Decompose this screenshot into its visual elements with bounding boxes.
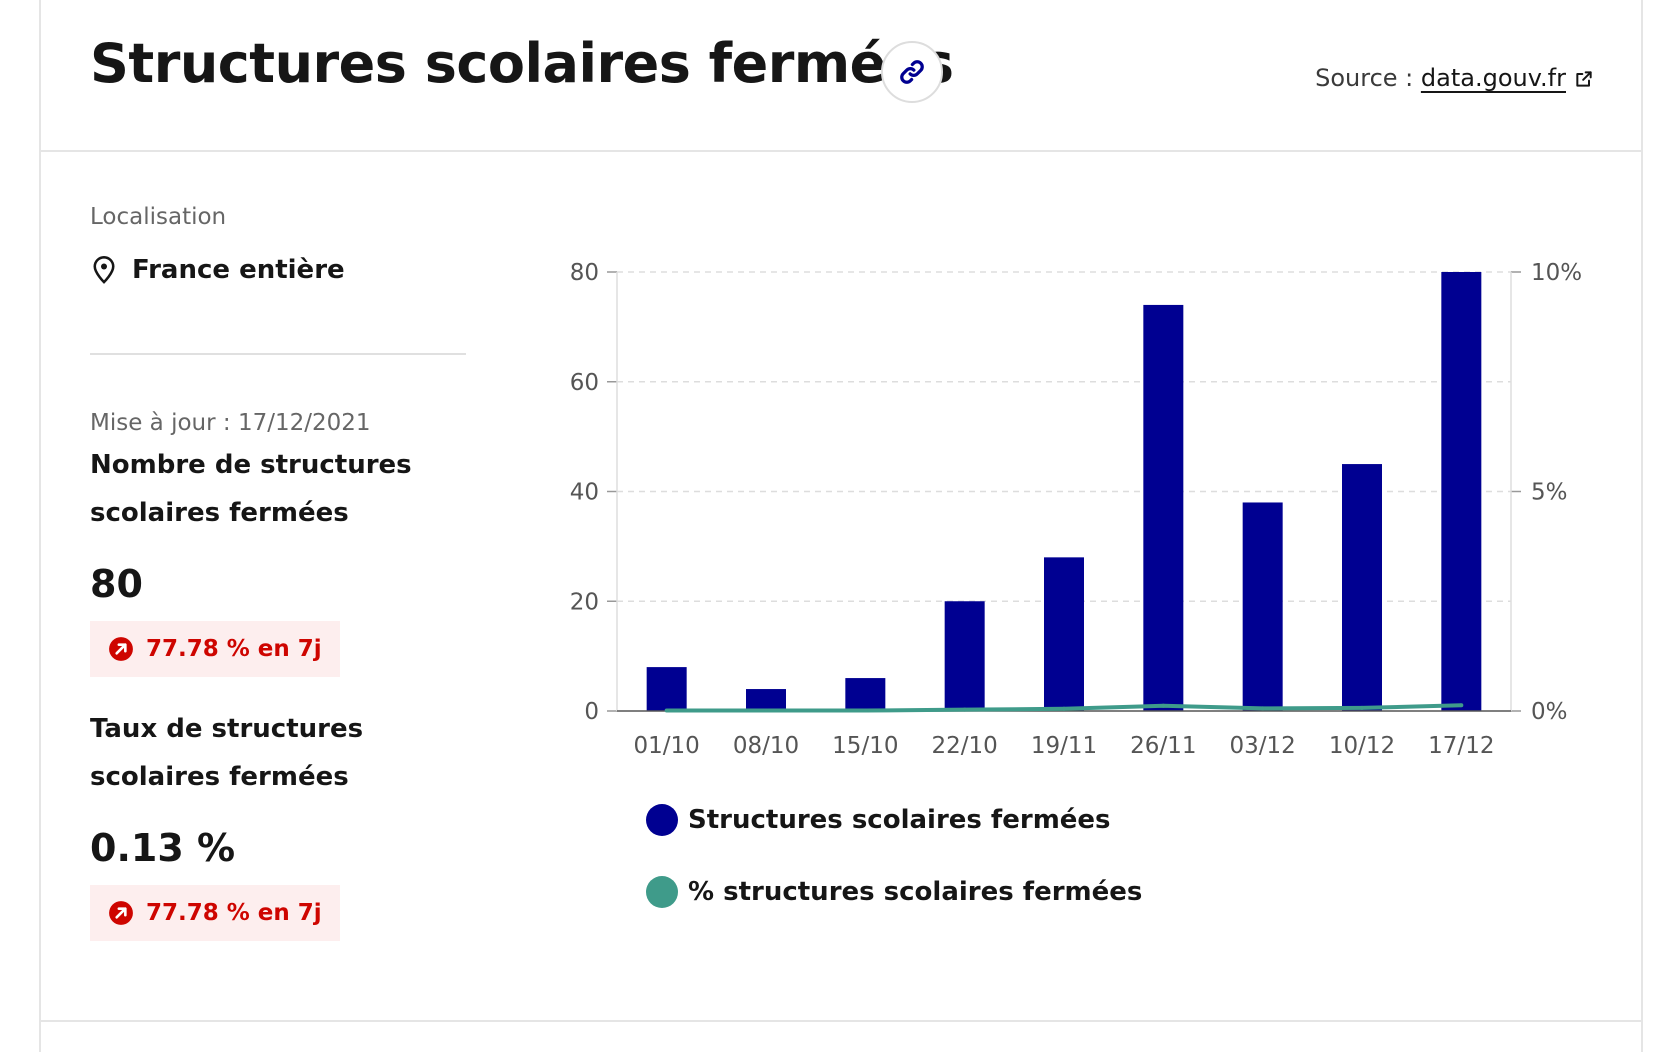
indicator-card: Structures scolaires fermées Source : da… [39, 0, 1643, 1052]
kpi-rate-value: 0.13 % [90, 826, 236, 870]
source-prefix: Source : [1315, 64, 1414, 92]
legend-item-bar[interactable]: Structures scolaires fermées [646, 802, 1111, 838]
source-info: Source : data.gouv.fr [1315, 64, 1594, 92]
copy-link-button[interactable] [881, 41, 943, 103]
location-label: Localisation [90, 204, 227, 230]
kpi-rate-change-badge: 77.78 % en 7j [90, 885, 340, 941]
sidebar-divider [90, 353, 466, 355]
update-date: Mise à jour : 17/12/2021 [90, 410, 371, 436]
legend-line-swatch [646, 876, 678, 908]
kpi-count-change-badge: 77.78 % en 7j [90, 621, 340, 677]
legend-bar-swatch [646, 804, 678, 836]
kpi-rate-label: Taux de structures scolaires fermées [90, 714, 364, 792]
map-pin-icon [93, 256, 115, 284]
link-icon [900, 60, 924, 84]
legend-entry-bar: Structures scolaires fermées [646, 802, 1111, 838]
kpi-rate-change: 77.78 % en 7j [146, 900, 322, 926]
legend-line-label: % structures scolaires fermées [688, 877, 1143, 907]
arrow-up-right-icon [109, 637, 133, 661]
legend-bar-label: Structures scolaires fermées [688, 805, 1111, 835]
legend-entry-line: % structures scolaires fermées [646, 874, 1142, 910]
source-link[interactable]: data.gouv.fr [1421, 64, 1594, 92]
bottom-divider [41, 1020, 1641, 1022]
location-value: France entière [132, 255, 345, 285]
page-title: Structures scolaires fermées [90, 32, 954, 95]
arrow-up-right-icon [109, 901, 133, 925]
kpi-count-value: 80 [90, 562, 143, 606]
card-header: Structures scolaires fermées Source : da… [41, 0, 1641, 152]
location-selector[interactable]: France entière [90, 255, 345, 285]
legend-item-line[interactable]: % structures scolaires fermées [646, 874, 1142, 910]
source-link-label: data.gouv.fr [1420, 64, 1566, 92]
external-link-icon [1576, 71, 1592, 87]
kpi-count-change: 77.78 % en 7j [146, 636, 322, 662]
kpi-count-label: Nombre de structures scolaires fermées [90, 450, 412, 528]
